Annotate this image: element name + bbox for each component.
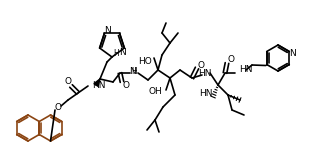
Text: N: N (289, 49, 296, 58)
Text: O: O (65, 77, 71, 87)
Text: HN: HN (198, 69, 212, 77)
Text: H: H (113, 48, 119, 58)
Text: HN: HN (239, 65, 252, 75)
Text: OH: OH (148, 87, 162, 97)
Text: HN: HN (92, 81, 105, 89)
Text: O: O (197, 60, 205, 69)
Text: N: N (119, 47, 126, 57)
Text: N: N (129, 66, 135, 75)
Text: H: H (131, 68, 137, 76)
Text: HN: HN (200, 88, 213, 98)
Text: HO: HO (138, 58, 152, 66)
Text: N: N (104, 26, 111, 35)
Text: O: O (122, 81, 129, 89)
Text: O: O (54, 104, 61, 112)
Text: O: O (227, 56, 235, 64)
Polygon shape (94, 79, 100, 86)
